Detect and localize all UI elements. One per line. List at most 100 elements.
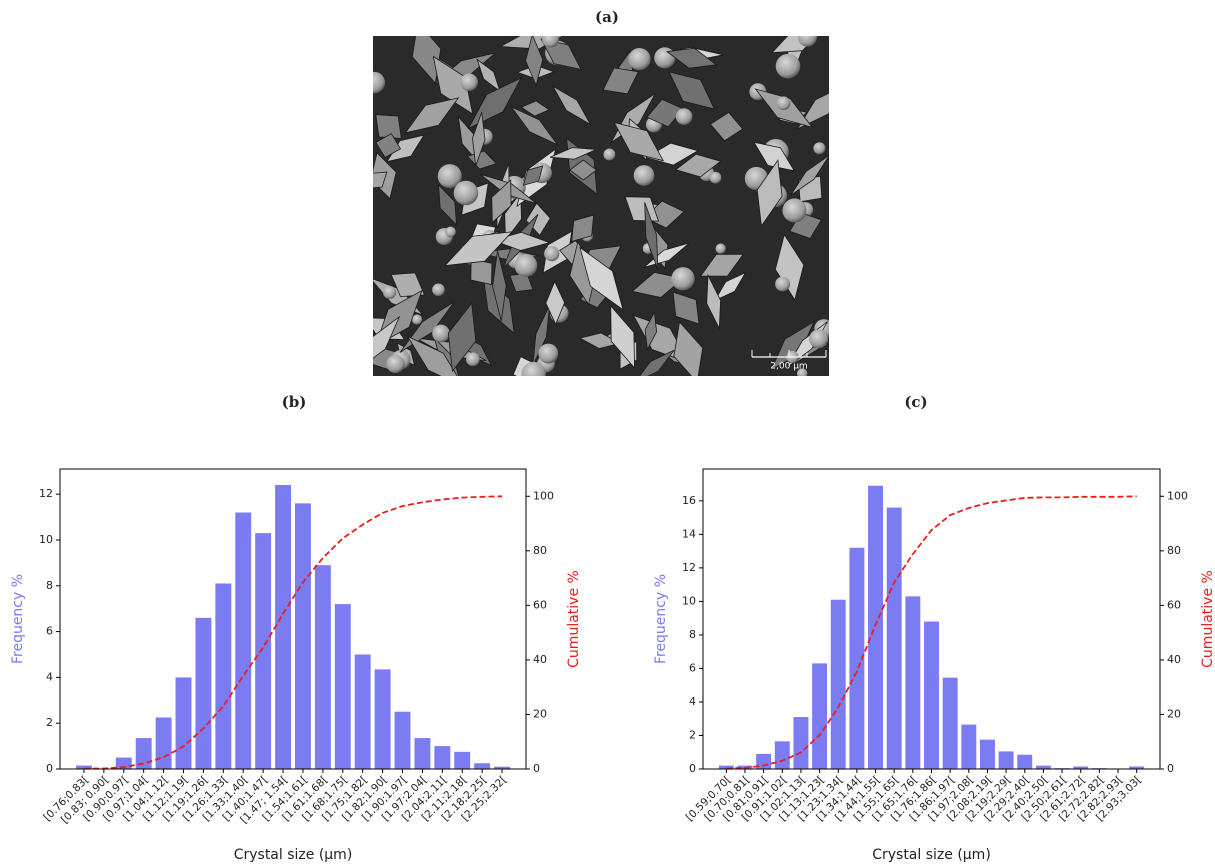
y-tick-label: 4 (46, 670, 53, 683)
bar (474, 763, 491, 769)
crystal (713, 271, 747, 302)
crystal (375, 133, 402, 159)
crystal (525, 36, 544, 87)
crystal (709, 111, 744, 142)
bar (175, 677, 192, 769)
crystal (613, 121, 664, 162)
crystal (549, 147, 597, 160)
bar (354, 654, 371, 769)
y2-tick-label: 80 (1167, 544, 1181, 557)
crystal (666, 47, 718, 69)
crystal (715, 243, 726, 254)
bar (812, 663, 828, 769)
crystals (373, 36, 829, 376)
bar (905, 596, 921, 769)
crystal (644, 310, 658, 351)
crystal (790, 155, 829, 196)
y2-axis-label: Cumulative % (566, 570, 582, 668)
bar (414, 738, 431, 769)
y-tick-label: 2 (689, 728, 696, 741)
y2-tick-label: 0 (1167, 762, 1174, 775)
bar (454, 751, 471, 769)
y2-tick-label: 80 (533, 544, 547, 557)
bar (1017, 754, 1033, 769)
cumulative-line (84, 495, 503, 770)
crystal (628, 48, 651, 71)
crystal (432, 283, 445, 297)
bar (255, 533, 272, 769)
crystal (373, 71, 386, 94)
bar (979, 739, 995, 769)
crystal (579, 246, 624, 311)
crystal (776, 96, 791, 111)
crystal (447, 302, 477, 373)
crystal (460, 73, 478, 92)
crystal (411, 314, 423, 325)
bar (942, 677, 958, 769)
bar (115, 757, 132, 769)
crystal (476, 58, 501, 93)
crystal (545, 280, 566, 326)
crystal (571, 214, 595, 242)
crystal (624, 196, 660, 222)
bar (494, 766, 511, 769)
crystal (775, 276, 791, 292)
bar (75, 765, 92, 769)
bar (215, 583, 232, 769)
crystal (671, 267, 695, 291)
y-tick-label: 8 (46, 579, 53, 592)
x-axis-label: Crystal size (μm) (234, 847, 353, 863)
sem-image: 2,00 µm (373, 36, 829, 376)
panel-label: (b) (282, 393, 307, 411)
crystal (782, 198, 807, 223)
bar (998, 751, 1014, 769)
crystal (491, 179, 512, 224)
y-axis-label: Frequency % (10, 574, 26, 664)
crystal (521, 361, 546, 376)
crystal (544, 246, 560, 262)
y-tick-label: 10 (39, 533, 53, 546)
bar (334, 604, 351, 769)
bar (434, 746, 451, 769)
y2-tick-label: 100 (533, 489, 554, 502)
crystal (672, 291, 700, 325)
crystal (654, 47, 676, 69)
panel-label: (c) (904, 393, 927, 411)
crystal (438, 183, 457, 226)
crystal (578, 332, 622, 349)
y2-tick-label: 60 (533, 598, 547, 611)
y-tick-label: 12 (39, 487, 53, 500)
bar (1035, 765, 1051, 769)
crystal (569, 159, 598, 181)
y2-tick-label: 20 (1167, 707, 1181, 720)
y-tick-label: 8 (689, 628, 696, 641)
bar (235, 512, 252, 769)
crystal (492, 250, 507, 322)
bar (830, 599, 846, 769)
y2-tick-label: 60 (1167, 598, 1181, 611)
crystal (756, 159, 783, 227)
y-axis-label: Frequency % (653, 574, 669, 664)
crystal (382, 285, 397, 299)
y-tick-label: 0 (689, 762, 696, 775)
crystal (809, 329, 829, 349)
y2-axis-label: Cumulative % (1200, 570, 1215, 668)
y-tick-label: 14 (682, 527, 696, 540)
y-tick-label: 6 (46, 625, 53, 638)
crystal (610, 304, 635, 369)
y2-tick-label: 40 (533, 653, 547, 666)
bar (1073, 766, 1089, 769)
crystal (706, 273, 722, 331)
bar (849, 547, 865, 769)
bar (275, 485, 292, 769)
y-tick-label: 0 (46, 762, 53, 775)
crystal (668, 71, 716, 110)
crystal (522, 165, 544, 186)
crystal (466, 352, 480, 367)
panel-label: (a) (595, 8, 619, 26)
crystal (633, 165, 655, 186)
crystal (390, 272, 425, 298)
crystal (709, 171, 722, 184)
